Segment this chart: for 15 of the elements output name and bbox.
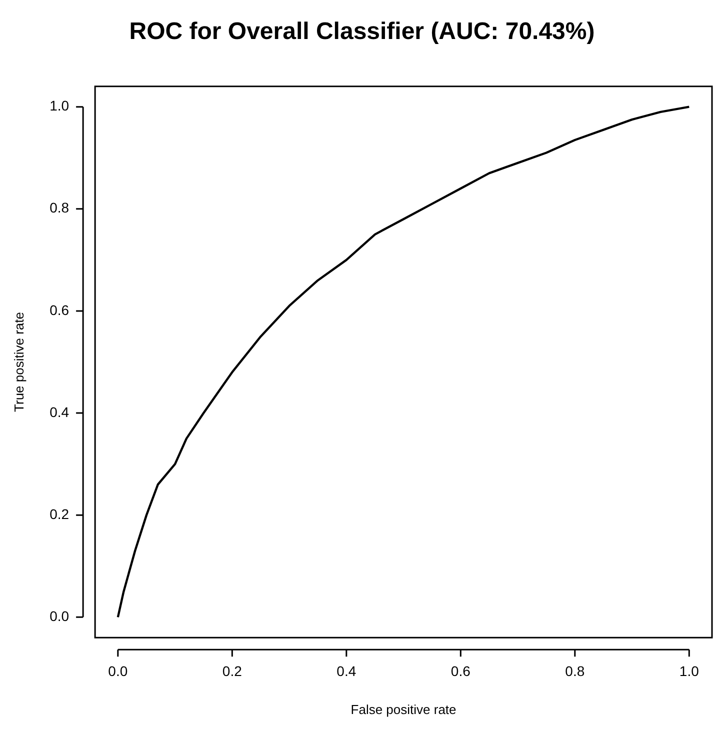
x-tick-label: 1.0 [679, 662, 700, 679]
y-axis-title: True positive rate [11, 312, 26, 412]
y-tick-label: 0.4 [50, 404, 70, 420]
x-axis-title: False positive rate [350, 702, 456, 717]
y-tick-label: 0.6 [50, 302, 70, 318]
y-tick-label: 0.0 [50, 608, 70, 624]
x-tick-label: 0.4 [336, 662, 356, 679]
y-tick-label: 0.8 [50, 200, 70, 216]
x-tick-label: 0.8 [565, 662, 585, 679]
x-tick-label: 0.2 [222, 662, 242, 679]
x-tick-label: 0.0 [108, 662, 128, 679]
x-tick-label: 0.6 [450, 662, 471, 679]
y-tick-label: 0.2 [50, 506, 70, 522]
chart-title: ROC for Overall Classifier (AUC: 70.43%) [128, 18, 596, 46]
y-tick-label: 1.0 [50, 98, 70, 114]
